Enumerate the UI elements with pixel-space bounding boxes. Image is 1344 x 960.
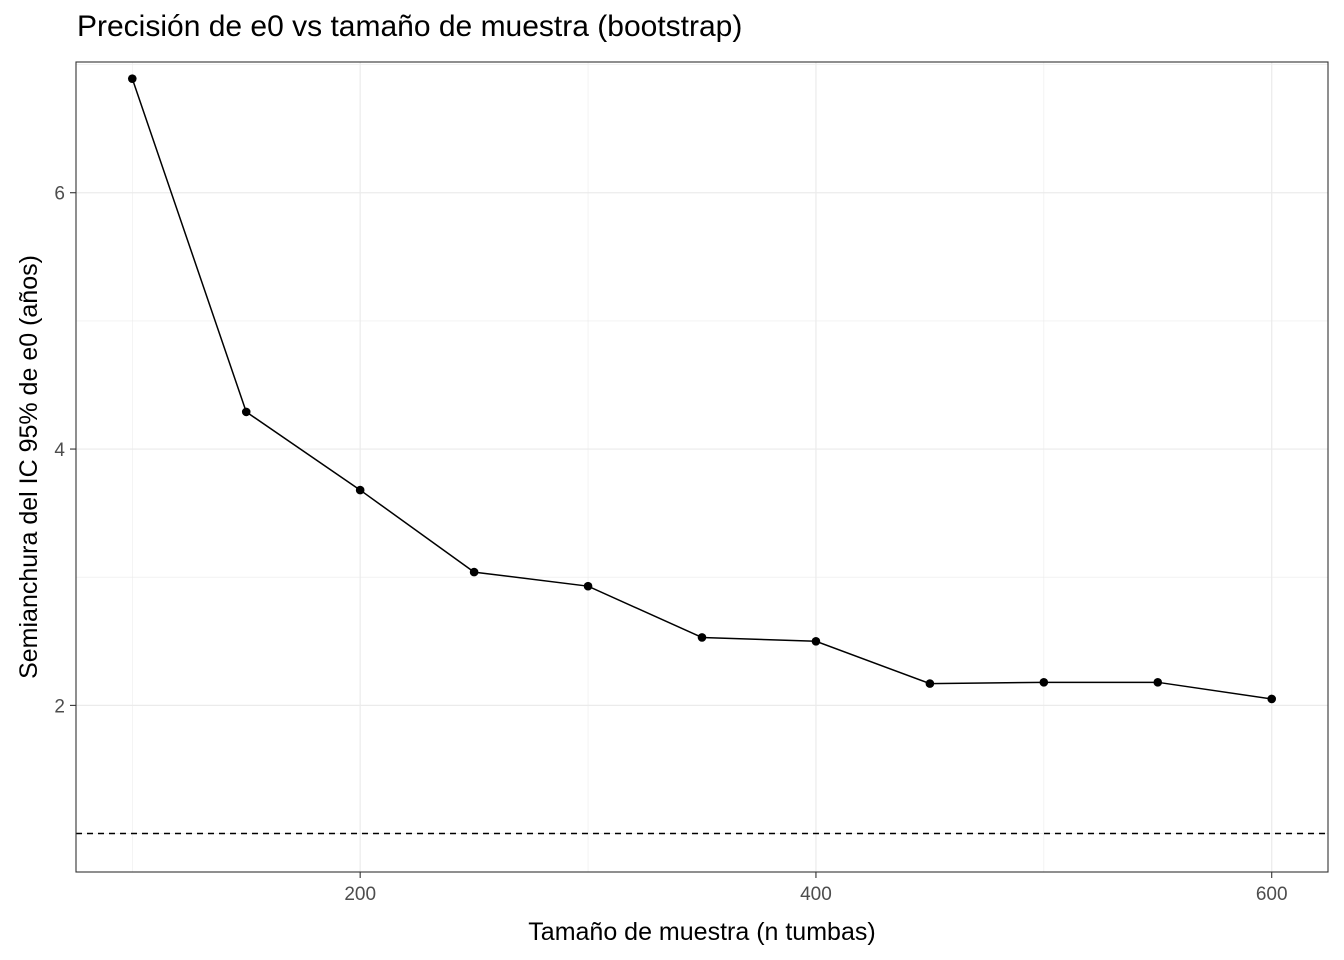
data-point [925, 679, 935, 688]
data-point [1039, 678, 1049, 687]
data-point [469, 567, 479, 577]
points-group [127, 74, 1277, 704]
major-gridlines [76, 62, 1328, 872]
y-tick-label: 6 [54, 184, 65, 205]
minor-gridlines [76, 62, 1328, 872]
y-axis: 2 4 6 [54, 184, 76, 717]
x-axis-title: Tamaño de muestra (n tumbas) [528, 918, 875, 946]
data-point [127, 74, 137, 83]
y-axis-title: Semianchura del IC 95% de e0 (años) [15, 255, 43, 679]
data-point [811, 637, 821, 646]
data-point [1153, 678, 1163, 687]
chart-title: Precisión de e0 vs tamaño de muestra (bo… [77, 10, 743, 43]
data-point [241, 407, 251, 417]
x-tick-label: 200 [344, 884, 376, 905]
data-point [583, 581, 593, 591]
panel-border [75, 61, 1329, 873]
data-point [697, 633, 707, 642]
series-line [131, 78, 1272, 700]
data-point [355, 485, 365, 495]
y-tick-label: 4 [54, 440, 65, 461]
x-axis: 200 400 600 [344, 872, 1288, 905]
series-group [131, 78, 1272, 700]
x-tick-label: 600 [1256, 884, 1288, 905]
x-tick-label: 400 [800, 884, 832, 905]
y-tick-label: 2 [54, 696, 65, 717]
data-point [1267, 694, 1277, 704]
